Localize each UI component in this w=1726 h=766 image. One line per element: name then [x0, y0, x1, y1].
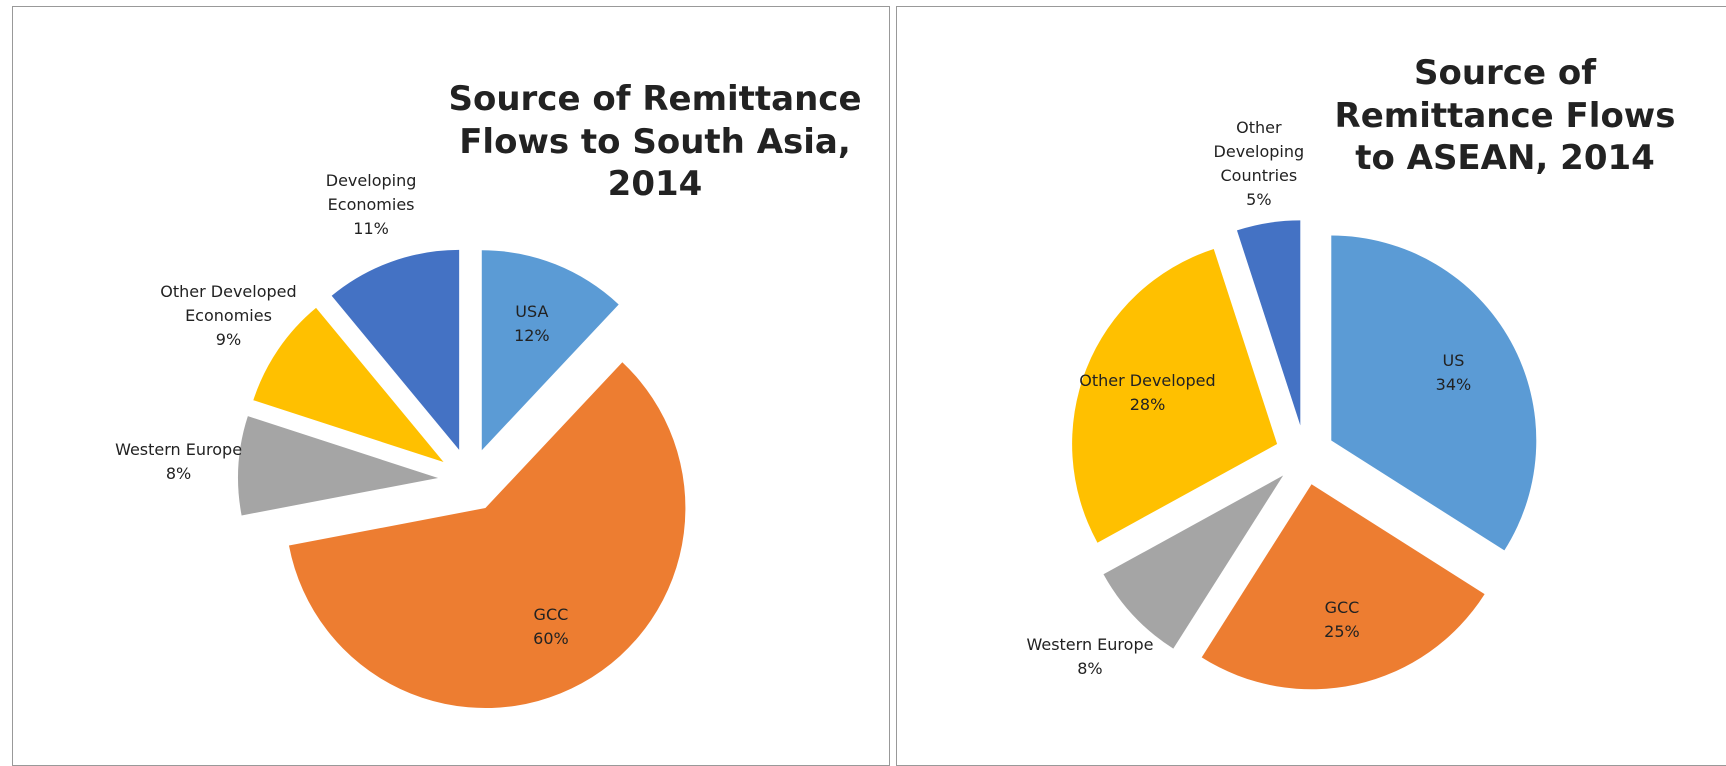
charts — [238, 220, 1537, 709]
data-label: Western Europe 8% — [104, 438, 254, 486]
value-label: 34% — [1435, 375, 1472, 395]
category-label: US — [1442, 351, 1465, 371]
category-label: GCC — [533, 605, 569, 625]
category-label: Western Europe — [1026, 634, 1154, 654]
value-label: 8% — [1077, 658, 1103, 678]
pie-slice — [1072, 248, 1278, 543]
value-label: 60% — [533, 629, 569, 649]
value-label: 12% — [514, 325, 550, 345]
value-label: 11% — [353, 219, 389, 239]
pie-slice — [1236, 220, 1301, 426]
value-label: 8% — [165, 463, 192, 483]
pie-slice — [481, 250, 619, 451]
category-label: Other Developed Economies — [160, 281, 297, 325]
category-label: GCC — [1324, 598, 1360, 618]
value-label: 25% — [1324, 622, 1360, 642]
value-label: 5% — [1246, 189, 1272, 209]
pie-slice — [253, 307, 444, 463]
page: Source of Remittance Flows to South Asia… — [12, 6, 1726, 766]
category-label: Developing Economies — [325, 171, 417, 215]
chart-title: Source of Remittance Flows to ASEAN, 201… — [1334, 53, 1676, 178]
category-label: Other Developed — [1079, 370, 1216, 390]
data-label: GCC 60% — [476, 603, 626, 651]
data-label: US 34% — [1378, 349, 1528, 397]
data-label: Other Developing Countries 5% — [1209, 116, 1309, 212]
data-label: Other Developed Economies 9% — [153, 280, 303, 352]
data-label: Other Developed 28% — [1072, 369, 1222, 417]
data-label: Developing Economies 11% — [296, 169, 446, 241]
category-label: Other Developing Countries — [1213, 117, 1305, 185]
data-label: Western Europe 8% — [1015, 633, 1165, 681]
pie-slice — [1331, 235, 1537, 551]
chart-title: Source of Remittance Flows to South Asia… — [448, 79, 862, 204]
data-label: USA 12% — [457, 300, 607, 348]
pie-slice — [1103, 475, 1284, 649]
data-label: GCC 25% — [1267, 596, 1417, 644]
pie-slice — [331, 249, 460, 450]
pie-slice — [1201, 484, 1485, 690]
value-label: 9% — [215, 329, 242, 349]
value-label: 28% — [1129, 394, 1166, 414]
pie-slice — [238, 416, 439, 516]
category-label: Western Europe — [115, 439, 243, 459]
category-label: USA — [515, 301, 549, 321]
pie-slice — [288, 362, 686, 709]
